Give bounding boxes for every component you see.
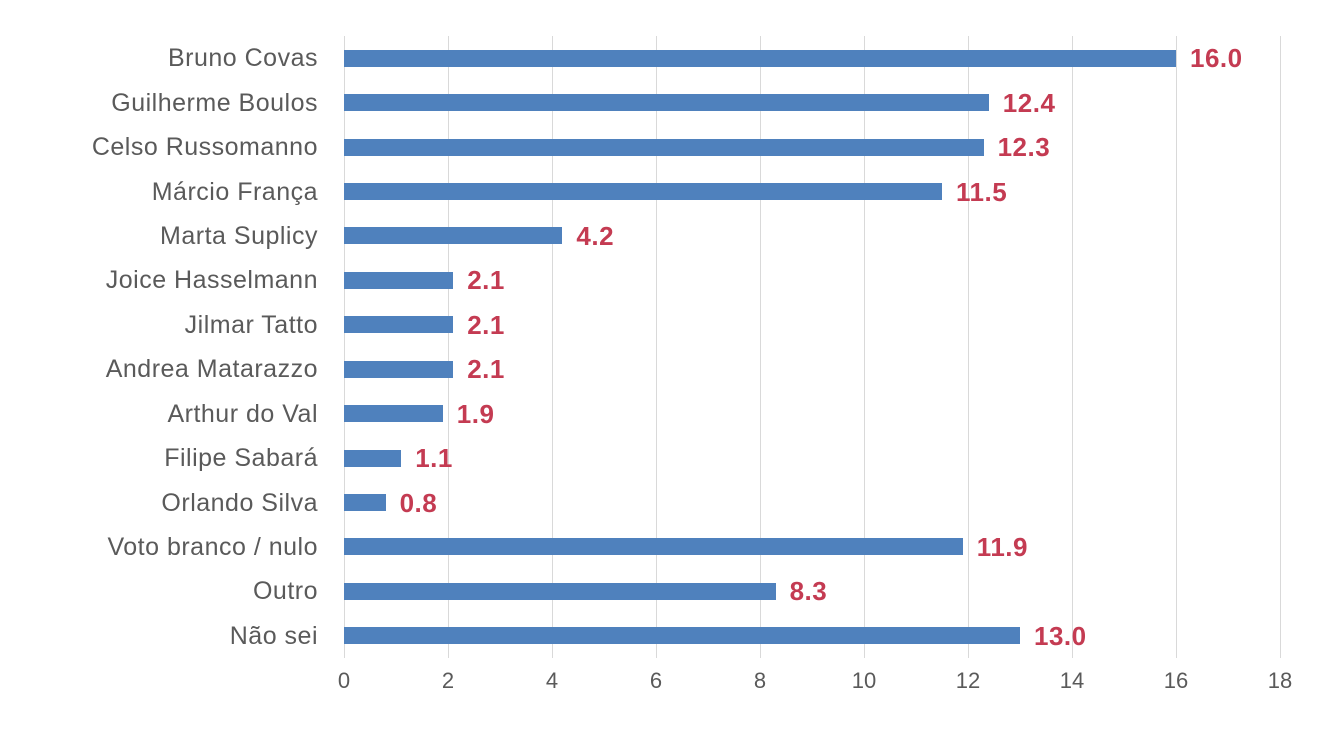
bar <box>344 360 454 378</box>
x-axis-tick-label: 4 <box>545 668 559 693</box>
category-label: Joice Hasselmann <box>105 266 318 295</box>
category-label: Orlando Silva <box>161 488 318 517</box>
x-axis-tick-label: 2 <box>441 668 455 693</box>
bar <box>344 94 989 112</box>
category-label: Voto branco / nulo <box>107 532 318 561</box>
bar-value-label: 11.5 <box>956 176 1008 207</box>
category-label: Celso Russomanno <box>91 133 318 162</box>
gridline <box>552 36 553 658</box>
x-axis-tick-label: 10 <box>851 668 877 693</box>
gridline <box>864 36 865 658</box>
bar-value-label: 2.1 <box>467 354 505 385</box>
category-label: Outro <box>252 577 318 606</box>
bar-value-label: 1.9 <box>456 398 495 429</box>
category-label: Marta Suplicy <box>160 221 318 250</box>
category-label: Jilmar Tatto <box>184 310 318 339</box>
bar <box>344 582 776 600</box>
x-axis-tick-label: 16 <box>1163 668 1189 693</box>
gridline <box>760 36 761 658</box>
category-label: Arthur do Val <box>167 399 318 428</box>
bar-value-label: 2.1 <box>467 309 505 340</box>
bar <box>344 627 1020 645</box>
bar <box>344 494 386 511</box>
bar <box>344 538 963 556</box>
bar <box>344 183 942 200</box>
bar <box>344 405 443 423</box>
gridline <box>1176 36 1177 658</box>
bar-value-label: 12.4 <box>1002 87 1056 118</box>
gridline <box>968 36 969 658</box>
bar-value-label: 4.2 <box>576 220 615 251</box>
category-label: Filipe Sabará <box>164 444 318 473</box>
bar-value-label: 2.1 <box>467 265 505 296</box>
x-axis-tick-label: 6 <box>649 668 663 693</box>
bar <box>344 49 1176 67</box>
gridline <box>656 36 657 658</box>
bar-value-label: 13.0 <box>1034 620 1087 651</box>
x-axis-tick-label: 8 <box>753 668 767 693</box>
category-label: Não sei <box>229 621 318 650</box>
bar-value-label: 0.8 <box>399 487 438 518</box>
bar-value-label: 16.0 <box>1190 43 1243 74</box>
bar-value-label: 11.9 <box>976 531 1028 562</box>
gridline <box>344 36 345 658</box>
bar-value-label: 8.3 <box>789 576 828 607</box>
bar <box>344 138 984 156</box>
bar-value-label: 1.1 <box>415 443 453 474</box>
x-axis-tick-label: 18 <box>1267 668 1293 693</box>
gridline <box>448 36 449 658</box>
bar <box>344 449 402 467</box>
x-axis-tick-label: 14 <box>1059 668 1085 693</box>
x-axis-tick-label: 12 <box>955 668 981 693</box>
bar <box>344 316 454 334</box>
bar <box>344 227 563 245</box>
gridline <box>1280 36 1281 658</box>
gridline <box>1072 36 1073 658</box>
category-label: Guilherme Boulos <box>111 88 318 117</box>
category-label: Andrea Matarazzo <box>105 355 318 384</box>
bar <box>344 271 454 289</box>
x-axis-tick-label: 0 <box>337 668 351 693</box>
category-label: Bruno Covas <box>167 44 318 73</box>
bar-value-label: 12.3 <box>997 132 1051 163</box>
category-label: Márcio França <box>151 177 318 206</box>
